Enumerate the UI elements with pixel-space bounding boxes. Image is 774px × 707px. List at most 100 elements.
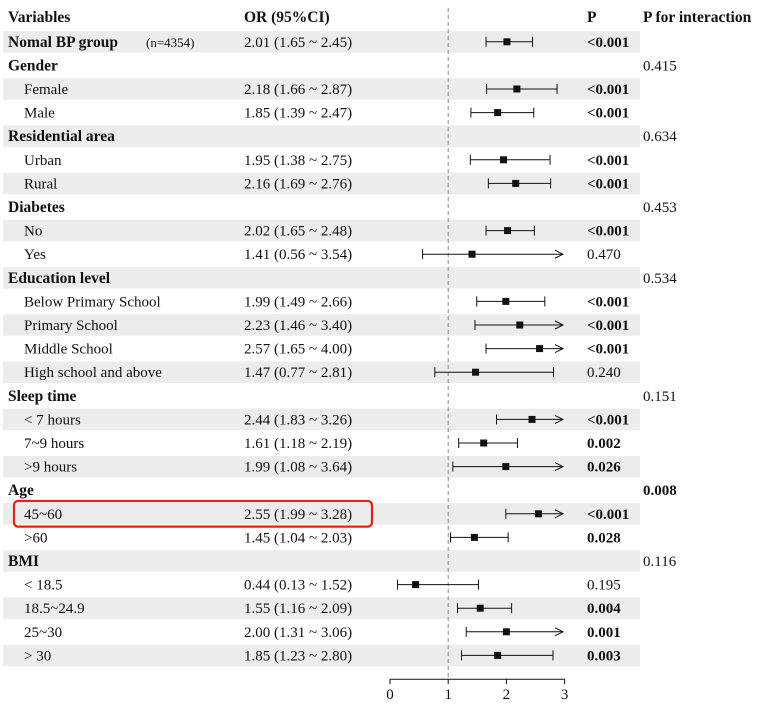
header-p: P (587, 9, 597, 26)
row-shade (3, 172, 640, 195)
header-p-interaction: P for interaction (643, 9, 752, 26)
row-label: 25~30 (24, 625, 62, 641)
p-value: <0.001 (587, 106, 629, 122)
or-point (468, 250, 476, 258)
data-row: Urban 1.95 (1.38 ~ 2.75) <0.001 (24, 153, 629, 169)
or-point (503, 38, 511, 46)
data-row: < 7 hours 2.44 (1.83 ~ 3.26) <0.001 (24, 412, 629, 428)
group-label: Diabetes (8, 199, 65, 216)
or-point (499, 156, 507, 164)
group-label: Gender (8, 57, 58, 74)
data-row: Primary School 2.23 (1.46 ~ 3.40) <0.001 (24, 318, 629, 334)
row-label: > 30 (24, 648, 51, 664)
ci-arrow (554, 320, 565, 330)
ci-arrow (554, 627, 565, 637)
or-ci-text: 1.99 (1.49 ~ 2.66) (244, 294, 352, 310)
p-value: <0.001 (587, 507, 629, 523)
p-value: 0.004 (587, 601, 621, 617)
p-interaction-value: 0.534 (643, 271, 677, 287)
or-ci-text: 1.85 (1.39 ~ 2.47) (244, 106, 352, 122)
p-value: 0.026 (587, 460, 621, 476)
p-value: 0.002 (587, 436, 621, 452)
data-row: Yes 1.41 (0.56 ~ 3.54) 0.470 (24, 247, 621, 263)
row-shade (3, 125, 640, 147)
row-label: Male (24, 106, 55, 122)
row-shade (3, 361, 640, 383)
row-label: >60 (24, 530, 47, 546)
row-label: No (24, 224, 42, 240)
group-label: Nomal BP group (8, 34, 118, 51)
row-shade (3, 597, 640, 619)
x-tick-label: 0 (386, 687, 394, 703)
p-value: 0.028 (587, 530, 621, 546)
or-ci-text: 2.23 (1.46 ~ 3.40) (244, 318, 352, 334)
p-interaction-value: 0.634 (643, 129, 677, 145)
group-row: BMI 0.116 (8, 553, 677, 570)
data-row: 7~9 hours 1.61 (1.18 ~ 2.19) 0.002 (24, 436, 621, 452)
or-point (494, 109, 502, 117)
row-label: Female (24, 82, 68, 98)
row-label: High school and above (24, 365, 162, 381)
group-row: Gender 0.415 (8, 57, 677, 74)
row-shade (3, 314, 640, 336)
or-ci-text: 2.16 (1.69 ~ 2.76) (244, 176, 352, 192)
data-row: < 18.5 0.44 (0.13 ~ 1.52) 0.195 (24, 578, 621, 594)
or-point (472, 368, 480, 376)
row-label: Middle School (24, 342, 113, 358)
or-ci-text: 2.18 (1.66 ~ 2.87) (244, 82, 352, 98)
or-point (513, 85, 521, 93)
data-row: Below Primary School 1.99 (1.49 ~ 2.66) <0… (24, 294, 629, 310)
data-row: High school and above 1.47 (0.77 ~ 2.81) 0… (24, 365, 621, 381)
group-note: (n=4354) (146, 35, 195, 50)
or-ci-text: 2.00 (1.31 ~ 3.06) (244, 625, 352, 641)
header-variables: Variables (8, 9, 70, 26)
or-point (502, 628, 510, 636)
group-row: Age 0.008 (8, 482, 677, 499)
group-label: Sleep time (8, 388, 77, 405)
ci-arrow (554, 509, 565, 519)
data-row: Female 2.18 (1.66 ~ 2.87) <0.001 (24, 82, 629, 98)
or-point (536, 345, 544, 353)
p-value: <0.001 (587, 153, 629, 169)
p-value: 0.001 (587, 625, 621, 641)
or-ci-text: 2.57 (1.65 ~ 4.00) (244, 342, 352, 358)
or-ci-text: 1.45 (1.04 ~ 2.03) (244, 530, 352, 546)
row-label: Rural (24, 176, 57, 192)
row-label: >9 hours (24, 460, 77, 476)
header-or: OR (95%CI) (244, 9, 330, 26)
group-row: Sleep time 0.151 (8, 388, 677, 405)
p-value: <0.001 (587, 176, 629, 192)
group-row: Diabetes 0.453 (8, 199, 677, 216)
row-label: < 7 hours (24, 412, 81, 428)
ci-arrow (554, 249, 565, 259)
column-header-layer: Variables OR (95%CI) P P for interaction (8, 9, 752, 26)
data-row: Rural 2.16 (1.69 ~ 2.76) <0.001 (24, 176, 629, 192)
group-label: Age (8, 482, 34, 499)
row-shade (3, 455, 640, 478)
row-shade (3, 644, 640, 667)
group-row: Nomal BP group (n=4354) 2.01 (1.65 ~ 2.45)… (8, 34, 629, 51)
or-point (480, 439, 488, 447)
p-value: <0.001 (587, 294, 629, 310)
data-row: >60 1.45 (1.04 ~ 2.03) 0.028 (24, 530, 621, 546)
rows-layer: Nomal BP group (n=4354) 2.01 (1.65 ~ 2.45)… (8, 34, 677, 665)
row-label: < 18.5 (24, 578, 62, 594)
p-interaction-value: 0.008 (643, 483, 677, 499)
row-label: 45~60 (24, 507, 62, 523)
or-point (412, 581, 420, 589)
data-row: Middle School 2.57 (1.65 ~ 4.00) <0.001 (24, 342, 629, 358)
data-row: >9 hours 1.99 (1.08 ~ 3.64) 0.026 (24, 460, 621, 476)
or-ci-text: 2.01 (1.65 ~ 2.45) (244, 35, 352, 51)
data-row: Male 1.85 (1.39 ~ 2.47) <0.001 (24, 106, 629, 122)
row-shade (3, 503, 640, 525)
or-ci-text: 1.95 (1.38 ~ 2.75) (244, 153, 352, 169)
group-row: Education level 0.534 (8, 270, 677, 287)
ci-arrow (554, 344, 565, 354)
row-shade (3, 408, 640, 431)
row-shade (3, 219, 640, 242)
or-ci-text: 2.55 (1.99 ~ 3.28) (244, 507, 352, 523)
or-ci-text: 1.47 (0.77 ~ 2.81) (244, 365, 352, 381)
or-ci-text: 1.85 (1.23 ~ 2.80) (244, 648, 352, 664)
row-label: 18.5~24.9 (24, 601, 85, 617)
